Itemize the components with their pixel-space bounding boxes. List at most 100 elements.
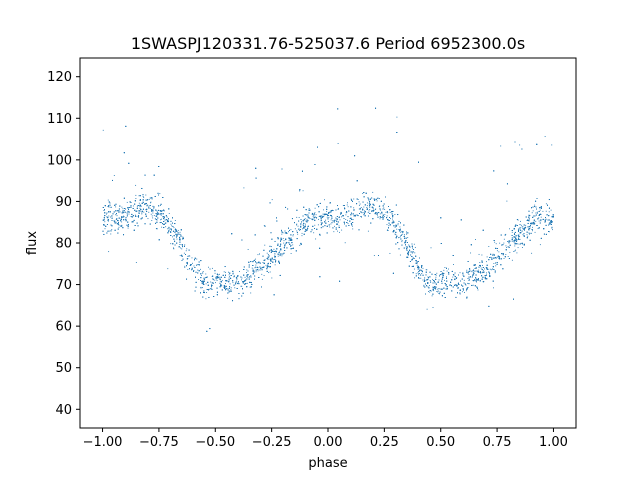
data-point	[108, 220, 109, 222]
data-point	[496, 250, 498, 252]
data-point	[516, 252, 518, 254]
data-point	[374, 209, 376, 210]
data-point	[219, 278, 221, 280]
data-point	[279, 255, 281, 257]
data-point	[127, 227, 129, 229]
data-point	[430, 247, 432, 249]
data-point	[536, 211, 538, 213]
data-point	[154, 218, 156, 220]
data-point	[511, 259, 513, 261]
data-point	[444, 279, 445, 281]
data-point	[517, 243, 519, 245]
data-point	[192, 270, 194, 272]
data-point	[151, 220, 153, 222]
data-point	[424, 278, 426, 280]
data-point	[437, 290, 439, 292]
data-point	[162, 224, 164, 225]
data-point	[443, 269, 445, 271]
data-point	[376, 200, 378, 202]
data-point	[148, 211, 150, 213]
data-point	[347, 219, 349, 221]
data-point	[522, 234, 524, 236]
data-point	[322, 216, 324, 218]
data-point	[153, 215, 155, 216]
data-point	[346, 204, 348, 206]
data-point	[193, 265, 195, 267]
data-point	[418, 268, 420, 269]
data-point	[363, 206, 365, 208]
data-point	[208, 288, 210, 290]
data-point	[505, 254, 507, 255]
data-point	[188, 255, 190, 257]
data-point	[432, 289, 434, 291]
data-point	[435, 274, 437, 276]
data-point	[358, 201, 360, 203]
data-point	[508, 241, 509, 243]
data-point	[334, 225, 335, 227]
data-point	[378, 198, 380, 200]
data-point	[384, 214, 386, 216]
data-point	[136, 205, 138, 207]
data-point	[352, 228, 354, 230]
data-point	[176, 238, 178, 240]
data-point	[521, 247, 523, 248]
data-point	[519, 144, 521, 146]
data-point	[453, 264, 454, 265]
data-point	[389, 252, 391, 254]
data-point	[432, 279, 434, 281]
data-point	[193, 270, 195, 272]
data-point	[239, 270, 240, 272]
data-point	[197, 269, 199, 271]
data-point	[135, 184, 137, 186]
data-point	[416, 261, 418, 263]
data-point	[288, 231, 289, 233]
data-point	[377, 212, 379, 214]
data-point	[389, 211, 391, 213]
data-point	[104, 221, 106, 223]
data-point	[471, 276, 473, 278]
data-point	[160, 204, 161, 206]
data-point	[123, 210, 125, 212]
data-point	[405, 244, 406, 246]
data-point	[151, 198, 153, 200]
data-point	[527, 235, 529, 237]
data-point	[532, 222, 534, 224]
data-point	[268, 272, 270, 274]
data-point	[369, 202, 371, 204]
data-point	[469, 278, 470, 280]
data-point	[481, 254, 483, 256]
data-point	[118, 209, 120, 211]
data-point	[241, 285, 243, 287]
data-point	[511, 240, 513, 242]
data-point	[435, 276, 437, 278]
data-point	[196, 258, 198, 260]
data-point	[360, 207, 362, 208]
data-point	[267, 254, 269, 255]
data-point	[190, 264, 191, 265]
data-point	[208, 266, 209, 268]
data-point	[469, 269, 471, 270]
data-point	[157, 212, 159, 213]
data-point	[321, 223, 323, 225]
data-point	[503, 238, 505, 240]
data-point	[550, 209, 552, 211]
data-point	[385, 211, 387, 213]
data-point	[420, 269, 422, 271]
data-point	[302, 190, 304, 192]
data-point	[173, 227, 175, 229]
data-point	[138, 202, 140, 204]
data-point	[297, 233, 299, 235]
data-point	[520, 243, 522, 245]
data-point	[185, 250, 187, 252]
data-point	[381, 213, 383, 215]
data-point	[479, 262, 481, 264]
data-point	[528, 227, 530, 229]
data-point	[379, 209, 381, 211]
data-point	[118, 226, 120, 228]
data-point	[429, 280, 431, 281]
data-point	[126, 215, 128, 217]
data-point	[210, 281, 212, 283]
data-point	[516, 239, 518, 241]
data-point	[379, 213, 381, 215]
data-point	[493, 253, 495, 255]
